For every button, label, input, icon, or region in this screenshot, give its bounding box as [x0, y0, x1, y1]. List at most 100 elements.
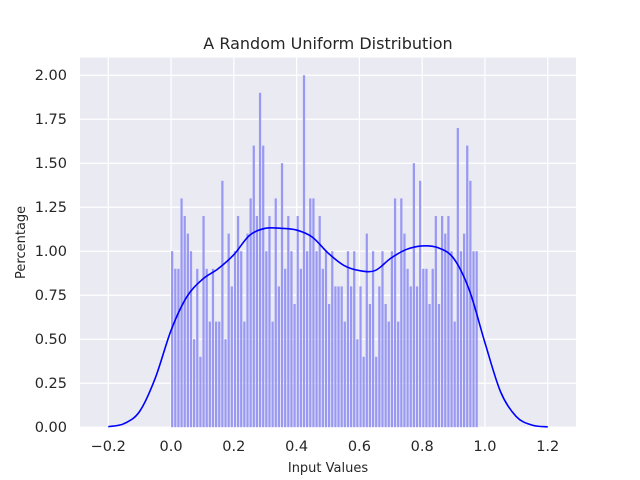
histogram-bar — [425, 268, 428, 428]
histogram-bar — [419, 180, 422, 428]
y-tick-label: 0.00 — [35, 420, 67, 436]
histogram-bar — [202, 216, 205, 428]
histogram-bar — [171, 251, 174, 428]
histogram-bar — [409, 286, 412, 428]
histogram-bar — [331, 251, 334, 428]
histogram-bar — [437, 304, 441, 428]
histogram-bar — [362, 356, 365, 428]
histogram-bar — [258, 92, 262, 428]
histogram-bar — [428, 304, 431, 428]
histogram-bars — [171, 75, 478, 428]
histogram-bar — [472, 251, 475, 428]
x-tick-label: 0.2 — [222, 439, 245, 455]
histogram-bar — [459, 251, 463, 428]
histogram-bar — [233, 251, 237, 428]
histogram-bar — [255, 216, 259, 428]
x-axis-label: Input Values — [288, 461, 368, 476]
histogram-bar — [246, 233, 249, 428]
histogram-bar — [444, 233, 447, 428]
x-tick-label: 0.6 — [348, 439, 371, 455]
histogram-bar — [293, 304, 296, 428]
histogram-bar — [475, 251, 478, 428]
histogram-bar — [397, 321, 400, 428]
x-tick-label: 1.2 — [536, 439, 559, 455]
histogram-bar — [211, 268, 215, 428]
histogram-bar — [284, 268, 287, 428]
histogram-bar — [456, 128, 459, 428]
histogram-bar — [221, 180, 224, 428]
histogram-bar — [422, 268, 425, 428]
histogram-bar — [359, 286, 362, 428]
x-tick-label: 0.8 — [411, 439, 434, 455]
histogram-bar — [262, 145, 265, 428]
chart-title: A Random Uniform Distribution — [203, 34, 452, 53]
x-tick-label: 0.0 — [160, 439, 183, 455]
histogram-bar — [249, 198, 252, 428]
histogram-bar — [403, 233, 406, 428]
histogram-bar — [381, 251, 384, 428]
histogram-bar — [296, 216, 299, 428]
histogram-bar — [415, 286, 419, 428]
histogram-bar — [321, 268, 324, 428]
histogram-bar — [384, 304, 387, 428]
histogram-bar — [368, 304, 372, 428]
histogram-bar — [230, 286, 233, 428]
x-tick-label: 1.0 — [473, 439, 496, 455]
histogram-bar — [393, 198, 397, 428]
kde-line — [108, 226, 548, 428]
histogram-bar — [353, 251, 356, 428]
y-tick-label: 1.00 — [35, 244, 67, 260]
histogram-bar — [447, 216, 450, 428]
histogram-bar — [183, 216, 186, 428]
histogram-bar — [274, 198, 277, 428]
histogram-bar — [309, 198, 312, 428]
histogram-bar — [390, 251, 394, 428]
y-tick-label: 0.25 — [35, 376, 67, 392]
histogram-bar — [214, 321, 218, 428]
histogram-bar — [205, 268, 208, 428]
histogram-bar — [193, 339, 196, 428]
histogram-bar — [387, 321, 390, 428]
x-tick-label: −0.2 — [91, 439, 126, 455]
histogram-bar — [189, 251, 193, 428]
y-tick-label: 1.25 — [35, 200, 67, 216]
histogram-bar — [243, 321, 246, 428]
histogram-bar — [349, 286, 353, 428]
histogram-bar — [186, 233, 189, 428]
histogram-bar — [271, 321, 274, 428]
histogram-bar — [412, 163, 415, 428]
histogram-bar — [302, 75, 306, 428]
histogram-bar — [318, 216, 321, 428]
histogram-bar — [406, 268, 409, 428]
histogram-bar — [299, 268, 302, 428]
histogram-bar — [265, 251, 268, 428]
histogram-bar — [224, 339, 227, 428]
histogram-bar — [337, 286, 340, 428]
histogram-bar — [177, 268, 180, 428]
x-tick-label: 0.4 — [285, 439, 308, 455]
histogram-bar — [290, 251, 293, 428]
histogram-bar — [268, 216, 271, 428]
y-tick-label: 0.75 — [35, 288, 67, 304]
histogram-bar — [252, 145, 255, 428]
histogram-bar — [400, 198, 403, 428]
histogram-bar — [208, 321, 211, 428]
histogram-bar — [365, 233, 368, 428]
histogram-bar — [328, 304, 331, 428]
y-axis-label: Percentage — [14, 206, 29, 279]
histogram-bar — [340, 286, 343, 428]
histogram-bar — [441, 216, 444, 428]
histogram-bar — [227, 233, 230, 428]
y-tick-label: 1.50 — [35, 156, 67, 172]
histogram-bar — [287, 216, 290, 428]
histogram-bar — [450, 251, 453, 428]
histogram-bar — [371, 251, 375, 428]
histogram-bar — [334, 286, 337, 428]
histogram-bar — [218, 321, 221, 428]
y-tick-label: 1.75 — [35, 112, 67, 128]
histogram-bar — [434, 216, 437, 428]
histogram-bar — [174, 268, 177, 428]
histogram-bar — [280, 163, 284, 428]
histogram-bar — [236, 216, 240, 428]
histogram-bar — [324, 251, 328, 428]
